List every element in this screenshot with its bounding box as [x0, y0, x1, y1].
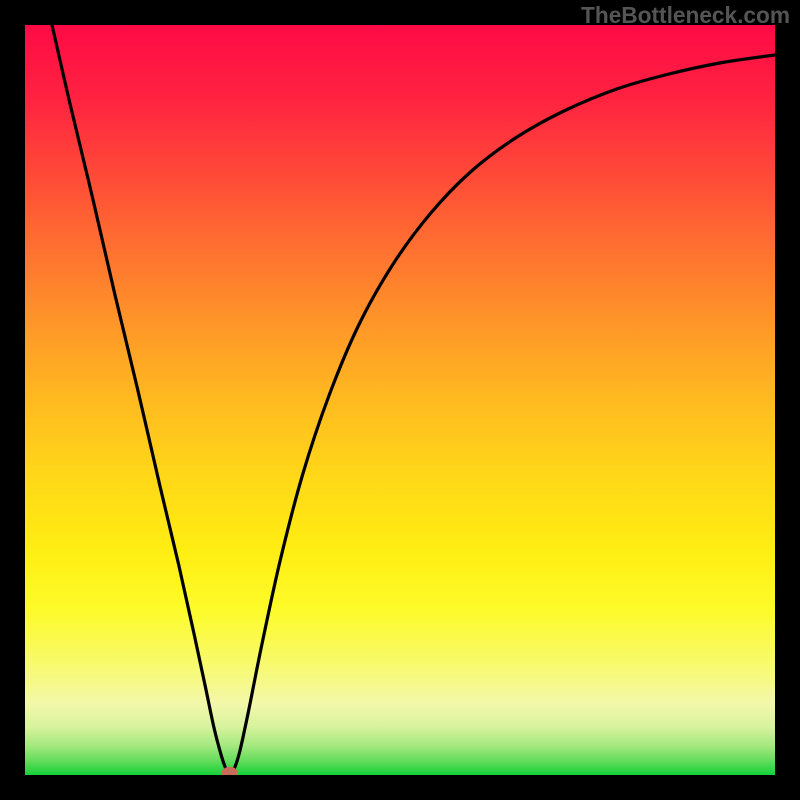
bottleneck-curve [25, 25, 775, 775]
plot-area [25, 25, 775, 775]
chart-container: TheBottleneck.com [0, 0, 800, 800]
watermark-text: TheBottleneck.com [581, 2, 790, 29]
